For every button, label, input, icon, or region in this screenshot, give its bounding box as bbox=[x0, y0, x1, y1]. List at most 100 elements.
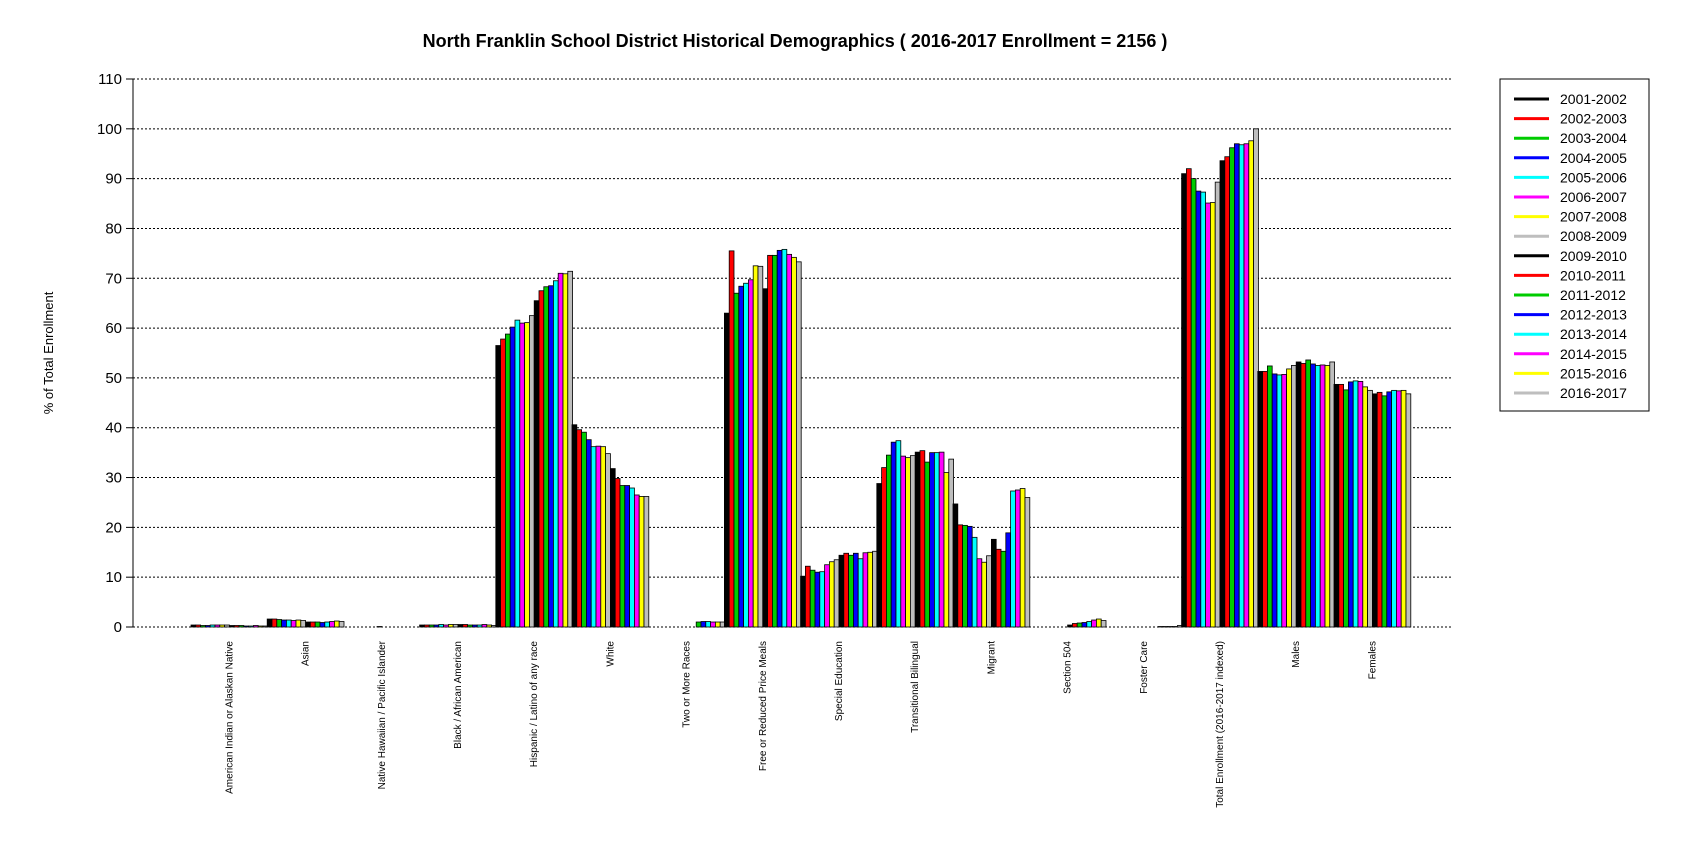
bar bbox=[738, 285, 744, 628]
bar bbox=[1238, 144, 1245, 628]
legend-label: 2016-2017 bbox=[1560, 385, 1627, 401]
bar bbox=[1295, 361, 1302, 628]
bar bbox=[309, 621, 316, 628]
category-label: White bbox=[605, 641, 616, 667]
bar bbox=[224, 624, 230, 628]
y-tick-label: 0 bbox=[114, 619, 122, 636]
legend-label: 2007-2008 bbox=[1560, 209, 1627, 225]
category-label: Females bbox=[1367, 641, 1378, 679]
bar bbox=[848, 554, 854, 628]
bar bbox=[204, 625, 211, 628]
bar bbox=[914, 451, 921, 628]
legend-label: 2004-2005 bbox=[1560, 150, 1627, 166]
bar bbox=[1267, 365, 1273, 628]
bar bbox=[576, 429, 582, 628]
bar bbox=[857, 558, 864, 628]
legend-label: 2001-2002 bbox=[1560, 91, 1627, 107]
bar bbox=[1200, 191, 1207, 628]
bar bbox=[495, 345, 501, 628]
bar bbox=[1338, 383, 1345, 628]
bar bbox=[257, 625, 264, 628]
bar bbox=[233, 625, 240, 628]
bar bbox=[938, 451, 945, 628]
bar bbox=[195, 624, 202, 628]
legend-label: 2002-2003 bbox=[1560, 111, 1627, 127]
bar bbox=[457, 624, 464, 628]
bar bbox=[1357, 380, 1364, 628]
y-axis: 0 10 20 30 40 50 60 70 80 90 100 110 bbox=[97, 71, 134, 636]
bar bbox=[786, 253, 792, 628]
bar bbox=[700, 621, 707, 628]
y-tick-label: 30 bbox=[105, 470, 122, 487]
bar bbox=[486, 624, 492, 628]
y-tick-label: 10 bbox=[105, 569, 122, 586]
bar bbox=[643, 496, 650, 628]
bar bbox=[743, 282, 749, 628]
bar bbox=[300, 620, 306, 628]
category-label: Foster Care bbox=[1139, 641, 1150, 694]
legend-label: 2011-2012 bbox=[1560, 287, 1626, 303]
bar bbox=[767, 254, 773, 628]
bar bbox=[462, 624, 468, 628]
bar bbox=[1372, 393, 1378, 628]
bar bbox=[238, 625, 245, 628]
bar bbox=[929, 452, 935, 628]
bar bbox=[1362, 386, 1369, 628]
bar bbox=[581, 431, 587, 628]
bar bbox=[1086, 621, 1093, 628]
legend-label: 2012-2013 bbox=[1560, 307, 1627, 323]
bar bbox=[991, 538, 997, 628]
bar bbox=[1324, 365, 1331, 628]
bar bbox=[619, 485, 626, 628]
bar bbox=[314, 621, 321, 628]
bar bbox=[1190, 178, 1197, 628]
bar bbox=[1248, 140, 1255, 628]
legend-label: 2013-2014 bbox=[1560, 326, 1627, 342]
bar bbox=[629, 487, 635, 628]
bar bbox=[957, 524, 963, 628]
bar bbox=[1300, 363, 1307, 628]
bar bbox=[748, 279, 754, 628]
category-label: Native Hawaiian / Pacific Islander bbox=[377, 640, 388, 789]
bar bbox=[338, 621, 345, 628]
bar bbox=[1000, 550, 1007, 628]
bar bbox=[1305, 359, 1312, 628]
bar bbox=[776, 249, 783, 628]
bar bbox=[715, 621, 721, 628]
bar bbox=[248, 625, 254, 628]
bar bbox=[1281, 374, 1288, 628]
category-label: Males bbox=[1291, 641, 1302, 668]
bar bbox=[228, 625, 235, 628]
bar bbox=[1234, 143, 1240, 628]
bar bbox=[705, 621, 711, 628]
bar bbox=[757, 265, 764, 628]
bar bbox=[529, 315, 535, 628]
y-tick-label: 40 bbox=[105, 420, 122, 437]
bar bbox=[967, 525, 973, 628]
bar bbox=[1352, 380, 1359, 628]
bar bbox=[281, 619, 287, 628]
category-label: Free or Reduced Price Meals bbox=[758, 641, 769, 771]
bar bbox=[1210, 202, 1216, 628]
bar bbox=[467, 624, 473, 628]
bar bbox=[1276, 374, 1283, 628]
bar bbox=[1291, 365, 1297, 628]
bar bbox=[443, 624, 449, 628]
category-label: Section 504 bbox=[1063, 641, 1074, 694]
bar bbox=[1396, 390, 1402, 628]
category-label: Migrant bbox=[986, 641, 997, 675]
bar bbox=[833, 559, 840, 628]
bar bbox=[796, 261, 802, 628]
bar bbox=[1333, 383, 1340, 628]
category-label: Total Enrollment (2016-2017 indexed) bbox=[1215, 641, 1226, 808]
bar bbox=[295, 619, 302, 628]
legend-label: 2010-2011 bbox=[1560, 267, 1626, 283]
bar bbox=[952, 503, 959, 628]
bar bbox=[1219, 160, 1226, 628]
bar bbox=[481, 624, 488, 628]
bar bbox=[1310, 363, 1316, 628]
bar bbox=[538, 290, 545, 628]
category-labels: American Indian or Alaskan Native Asian Na… bbox=[224, 640, 1378, 807]
